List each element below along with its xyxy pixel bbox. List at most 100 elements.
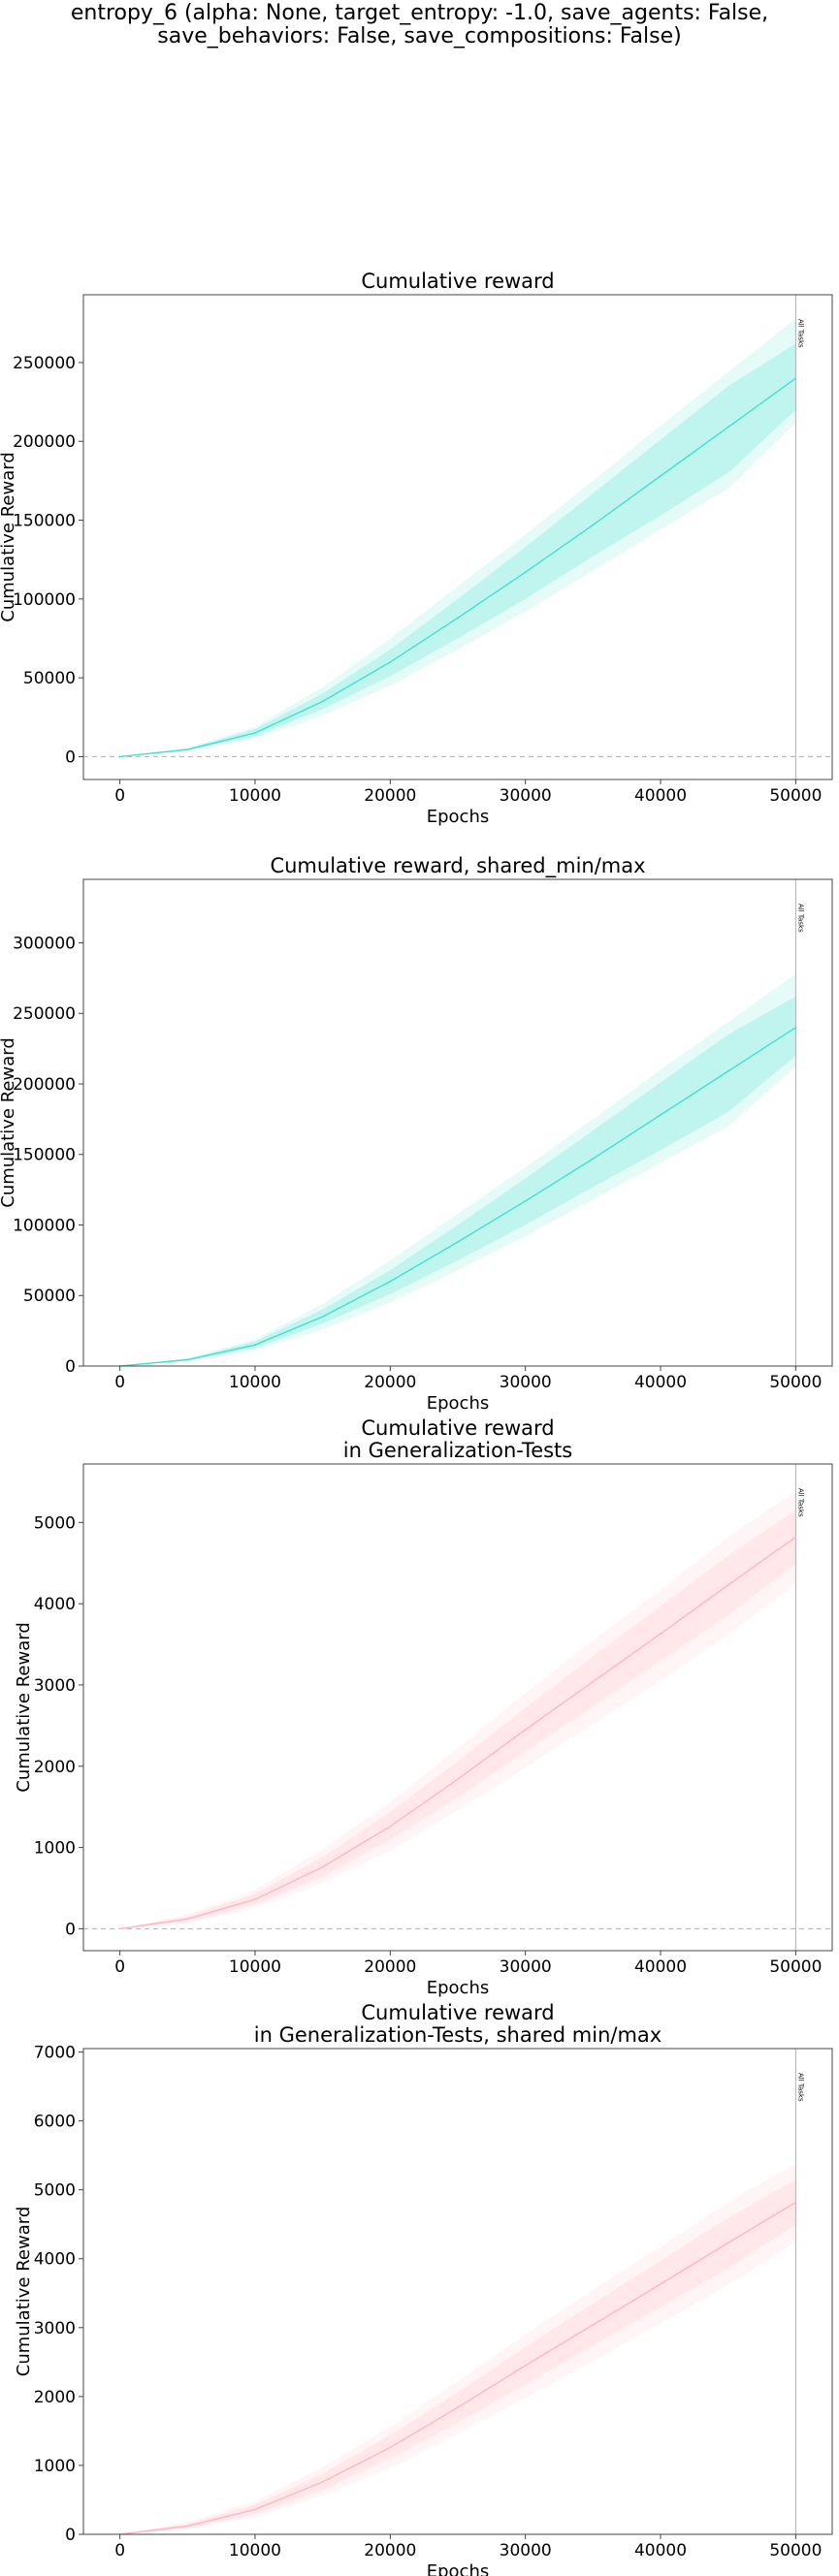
series-point xyxy=(118,1927,121,1930)
series-point xyxy=(794,1026,797,1029)
series-point xyxy=(118,755,121,758)
x-tick-label: 10000 xyxy=(229,1373,281,1392)
series-point xyxy=(457,1241,459,1243)
x-tick-label: 0 xyxy=(114,1373,125,1392)
x-tick-label: 40000 xyxy=(634,1373,687,1392)
x-tick-label: 50000 xyxy=(769,1373,822,1392)
chart-title: Cumulative reward xyxy=(361,1416,554,1440)
x-tick-label: 30000 xyxy=(500,2541,552,2560)
series-point xyxy=(389,2446,392,2449)
series-point xyxy=(592,524,595,526)
series-point xyxy=(321,2481,324,2483)
x-tick-label: 50000 xyxy=(769,1957,822,1977)
suptitle-line: entropy_6 (alpha: None, target_entropy: … xyxy=(70,1,769,25)
x-tick-label: 0 xyxy=(114,786,125,806)
series-point xyxy=(794,1536,797,1539)
y-tick-label: 0 xyxy=(65,747,76,767)
y-tick-label: 0 xyxy=(65,1920,76,1939)
x-tick-label: 20000 xyxy=(364,1373,416,1392)
y-tick-label: 100000 xyxy=(13,1216,76,1235)
figure-suptitle: entropy_6 (alpha: None, target_entropy: … xyxy=(0,0,839,48)
plot-area: All Tasks xyxy=(118,2049,804,2534)
task-divider-label: All Tasks xyxy=(796,1488,804,1517)
outer-band xyxy=(119,1491,796,1929)
y-axis-label: Cumulative Reward xyxy=(14,2207,34,2377)
x-axis-label: Epochs xyxy=(427,807,490,827)
series-point xyxy=(524,571,527,574)
y-tick-label: 50000 xyxy=(23,669,76,688)
chart-title: Cumulative reward xyxy=(361,270,554,293)
series-point xyxy=(389,1825,392,1828)
y-tick-label: 0 xyxy=(65,1357,76,1377)
series-point xyxy=(592,2324,595,2326)
series-point xyxy=(592,1680,595,1683)
series-point xyxy=(321,1865,324,1868)
plot-area: All Tasks xyxy=(83,1464,832,1951)
series-point xyxy=(254,1898,256,1901)
series-point xyxy=(186,748,189,750)
axes-frame xyxy=(82,878,833,1367)
series-point xyxy=(726,2242,729,2244)
chart-1: All Tasks 0 10000 20000 30000 40000 50000 0 5000… xyxy=(0,270,833,827)
x-tick-label: 20000 xyxy=(364,2541,416,2560)
x-tick-label: 20000 xyxy=(364,786,416,806)
y-tick-label: 250000 xyxy=(13,354,76,373)
x-axis-label: Epochs xyxy=(427,2561,490,2576)
series-point xyxy=(726,1070,729,1072)
series-point xyxy=(186,1918,189,1921)
series-point xyxy=(726,1584,729,1586)
x-tick-label: 30000 xyxy=(500,1373,552,1392)
chart-title: in Generalization-Tests, shared min/max xyxy=(254,2023,662,2047)
series-point xyxy=(726,426,729,429)
outer-band xyxy=(119,2163,796,2534)
chart-3: All Tasks 0 10000 20000 30000 40000 50000 0 1000… xyxy=(14,1416,833,1998)
y-tick-label: 200000 xyxy=(13,432,76,452)
series-point xyxy=(457,1778,459,1781)
y-tick-label: 6000 xyxy=(34,2113,76,2132)
series-point xyxy=(660,1633,662,1636)
y-tick-label: 150000 xyxy=(13,1146,76,1165)
x-tick-label: 30000 xyxy=(500,786,552,806)
plot-area: All Tasks xyxy=(118,879,804,1366)
series-point xyxy=(592,1158,595,1160)
series-point xyxy=(660,2283,662,2285)
series-point xyxy=(457,2406,459,2409)
axes-frame xyxy=(82,2048,833,2535)
x-tick-label: 20000 xyxy=(364,1957,416,1977)
series-point xyxy=(524,2365,527,2367)
y-tick-label: 0 xyxy=(65,2526,76,2545)
y-tick-label: 2000 xyxy=(34,2388,76,2407)
outer-band xyxy=(119,973,796,1366)
chart-title: Cumulative reward xyxy=(361,2001,554,2024)
y-tick-label: 250000 xyxy=(13,1004,76,1024)
x-tick-label: 50000 xyxy=(769,2541,822,2560)
series-point xyxy=(660,1114,662,1116)
y-axis-label: Cumulative Reward xyxy=(0,452,18,622)
y-tick-label: 150000 xyxy=(13,512,76,531)
axes-frame xyxy=(82,294,833,780)
y-tick-label: 5000 xyxy=(34,1513,76,1533)
x-tick-label: 40000 xyxy=(634,2541,687,2560)
series-point xyxy=(321,1316,324,1318)
chart-title: Cumulative reward, shared_min/max xyxy=(270,854,645,878)
series-point xyxy=(254,732,256,734)
x-tick-label: 40000 xyxy=(634,786,687,806)
series-point xyxy=(524,1199,527,1202)
chart-title: in Generalization-Tests xyxy=(343,1439,572,1462)
series-point xyxy=(457,617,459,620)
series-point xyxy=(254,1344,256,1347)
x-tick-label: 30000 xyxy=(500,1957,552,1977)
y-tick-label: 50000 xyxy=(23,1287,76,1306)
y-axis-label: Cumulative Reward xyxy=(0,1037,18,1208)
chart-2: All Tasks 0 10000 20000 30000 40000 50000 0 5000… xyxy=(0,854,833,1414)
series-point xyxy=(389,661,392,663)
x-tick-label: 0 xyxy=(114,1957,125,1977)
y-tick-label: 4000 xyxy=(34,2250,76,2270)
series-point xyxy=(794,2201,797,2204)
series-point xyxy=(794,377,797,380)
plot-area: All Tasks xyxy=(83,295,832,779)
series-point xyxy=(524,1729,527,1731)
series-point xyxy=(186,2525,189,2528)
suptitle-line: save_behaviors: False, save_compositions… xyxy=(157,24,682,48)
